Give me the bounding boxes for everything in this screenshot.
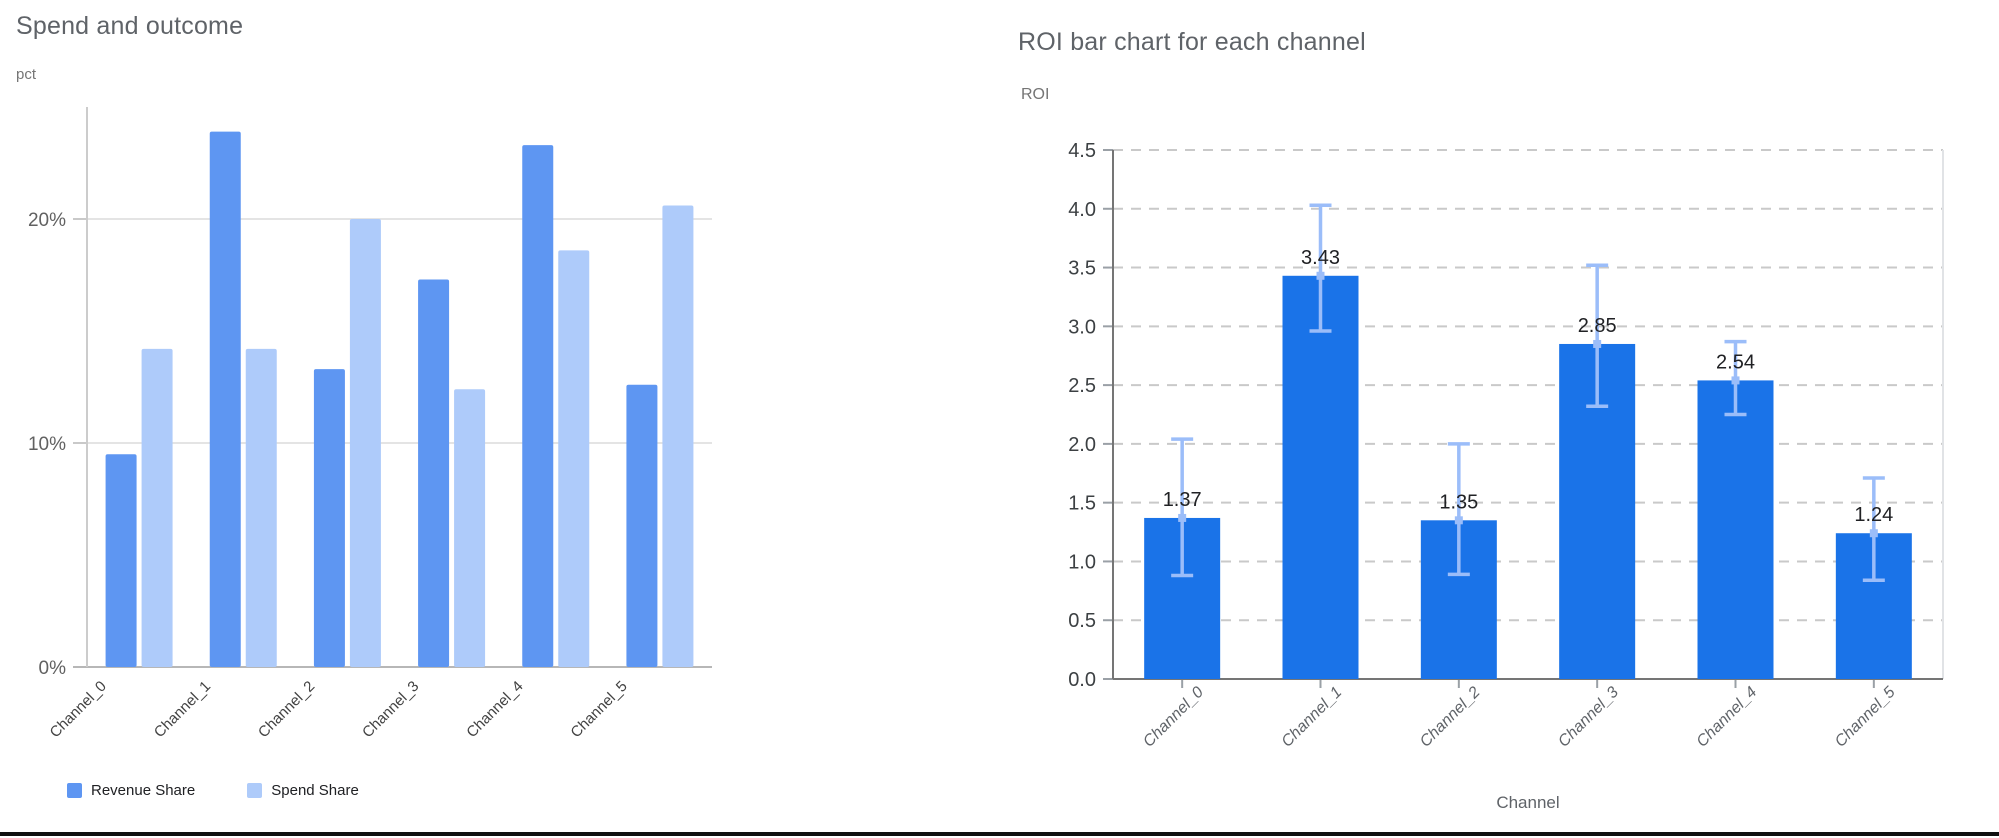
x-tick-label: Channel_3	[359, 678, 422, 741]
bar-value-label: 1.24	[1854, 504, 1893, 526]
error-bar-mean-marker	[1593, 339, 1602, 348]
bar-revenue-share-channel_4[interactable]	[522, 145, 554, 667]
roi-chart-title: ROI bar chart for each channel	[1018, 28, 1366, 56]
bottom-divider	[0, 832, 1999, 836]
roi-y-axis-label: ROI	[1021, 86, 1050, 103]
roi-plot-area: 0.0 0.5 1.0 1.5 2.0 2.5 3.0 3.5 4.0 4.5 1.37 Channe…	[1068, 140, 1944, 751]
bar-value-label: 1.35	[1439, 491, 1478, 513]
bar-spend-share-channel_3[interactable]	[454, 389, 486, 667]
legend-label: Spend Share	[271, 782, 359, 799]
bar-revenue-share-channel_1[interactable]	[209, 131, 241, 667]
y-tick-label: 3.0	[1068, 316, 1096, 338]
x-tick-label: Channel_1	[1279, 684, 1346, 751]
legend-entry-spend-share[interactable]: Spend Share	[247, 782, 359, 799]
x-tick-label: Channel_4	[463, 678, 526, 741]
bar-roi-channel_1[interactable]	[1282, 275, 1359, 679]
error-bar-mean-marker	[1869, 529, 1878, 538]
bar-spend-share-channel_4[interactable]	[558, 250, 590, 668]
legend-label: Revenue Share	[91, 782, 196, 799]
legend-entry-revenue-share[interactable]: Revenue Share	[67, 782, 195, 799]
x-tick-label: Channel_0	[47, 678, 110, 741]
revenue-share-swatch-icon	[67, 783, 82, 798]
bar-revenue-share-channel_0[interactable]	[105, 454, 137, 667]
x-tick-label: Channel_5	[1832, 684, 1899, 751]
y-tick-label: 20%	[28, 210, 66, 231]
bar-value-label: 1.37	[1163, 489, 1202, 511]
x-tick-label: Channel_2	[255, 678, 318, 741]
x-tick-label: Channel_3	[1555, 684, 1622, 751]
y-tick-label: 1.0	[1068, 551, 1096, 573]
y-tick-label: 4.5	[1068, 140, 1096, 162]
bar-revenue-share-channel_5[interactable]	[626, 384, 658, 667]
y-tick-label: 2.5	[1068, 375, 1096, 397]
y-tick-label: 0%	[39, 658, 67, 679]
bar-value-label: 2.85	[1578, 315, 1617, 337]
bar-roi-channel_4[interactable]	[1697, 380, 1774, 679]
y-tick-label: 0.5	[1068, 610, 1096, 632]
x-tick-label: Channel_0	[1140, 684, 1207, 751]
y-tick-label: 0.0	[1068, 669, 1096, 691]
x-tick-label: Channel_4	[1694, 684, 1761, 751]
spend-outcome-y-unit-label: pct	[16, 66, 37, 83]
y-tick-label: 4.0	[1068, 199, 1096, 221]
error-bar-mean-marker	[1178, 513, 1187, 522]
roi-x-axis-title: Channel	[1496, 793, 1560, 812]
bar-revenue-share-channel_2[interactable]	[313, 369, 345, 667]
y-tick-label: 3.5	[1068, 258, 1096, 280]
x-tick-label: Channel_5	[567, 678, 630, 741]
bar-spend-share-channel_1[interactable]	[245, 348, 277, 667]
x-tick-label: Channel_2	[1417, 684, 1484, 751]
legend: Revenue Share Spend Share	[67, 782, 359, 799]
bar-spend-share-channel_2[interactable]	[349, 219, 381, 667]
spend-share-swatch-icon	[247, 783, 263, 798]
error-bar-mean-marker	[1454, 516, 1463, 525]
bar-revenue-share-channel_3[interactable]	[418, 279, 450, 667]
spend-outcome-title: Spend and outcome	[16, 12, 244, 40]
bar-value-label: 3.43	[1301, 247, 1340, 269]
error-bar-mean-marker	[1316, 271, 1325, 280]
spend-outcome-plot-area: 0% 10% 20% Channel_0 Channel_1 Channel_2 Chann…	[28, 107, 712, 741]
bar-spend-share-channel_5[interactable]	[662, 205, 694, 667]
y-tick-label: 1.5	[1068, 493, 1096, 515]
bar-value-label: 2.54	[1716, 351, 1755, 373]
x-tick-label: Channel_1	[151, 678, 214, 741]
bar-spend-share-channel_0[interactable]	[141, 348, 173, 667]
error-bar-mean-marker	[1731, 376, 1740, 385]
y-tick-label: 2.0	[1068, 434, 1096, 456]
y-tick-label: 10%	[28, 434, 66, 455]
